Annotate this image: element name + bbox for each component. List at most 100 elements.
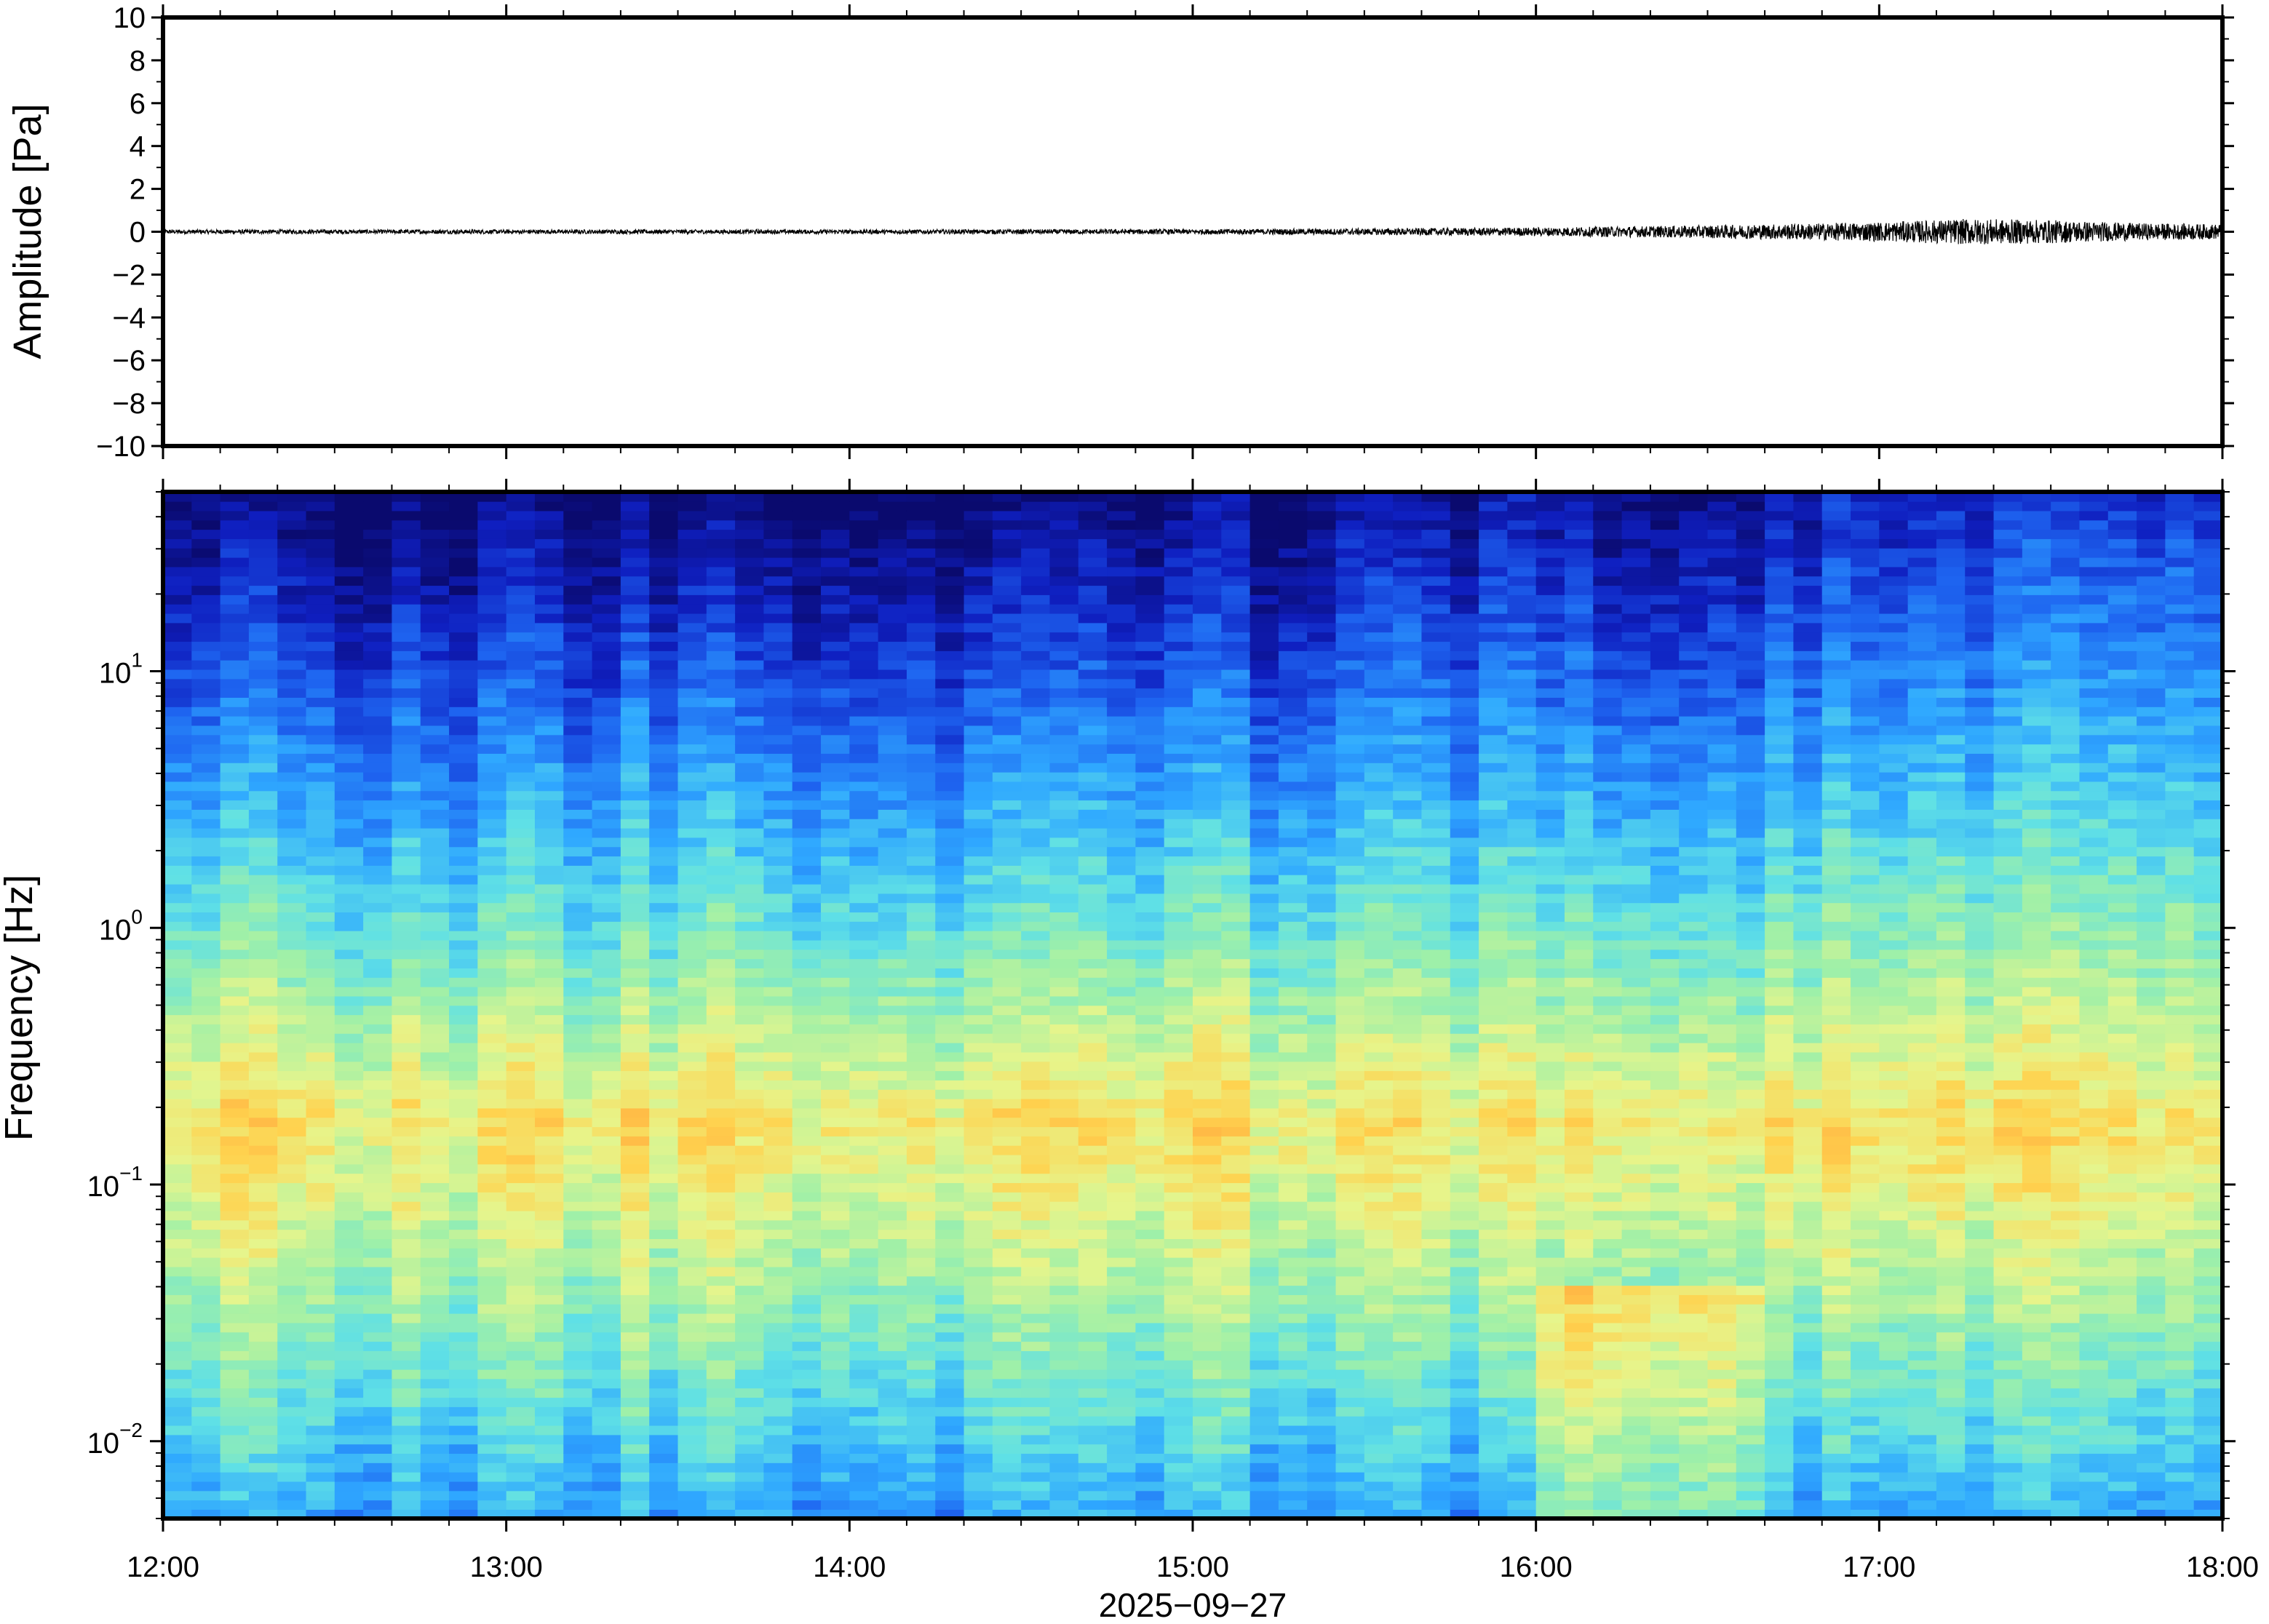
spectrogram-cell [1107, 1359, 1137, 1370]
spectrogram-cell [506, 1182, 536, 1193]
spectrogram-cell [1393, 1453, 1423, 1463]
spectrogram-cell [992, 715, 1022, 726]
spectrogram-cell [1278, 1014, 1308, 1024]
spectrogram-cell [821, 968, 851, 978]
spectrogram-cell [1107, 1490, 1137, 1501]
spectrogram-cell [163, 1434, 193, 1445]
spectrogram-cell [763, 781, 793, 792]
spectrogram-cell [1021, 1051, 1051, 1062]
spectrogram-cell [191, 1154, 221, 1165]
spectrogram-cell [563, 1070, 593, 1080]
spectrogram-cell [1335, 1509, 1365, 1518]
spectrogram-cell [878, 949, 907, 960]
spectrogram-cell [363, 1462, 393, 1473]
spectrogram-cell [1335, 1453, 1365, 1463]
spectrogram-cell [1107, 958, 1137, 968]
spectrogram-cell [1249, 1275, 1279, 1286]
spectrogram-cell [992, 837, 1022, 848]
spectrogram-cell [363, 809, 393, 819]
spectrogram-cell [963, 622, 993, 633]
spectrogram-cell [1278, 1080, 1308, 1090]
spectrogram-cell [849, 781, 879, 792]
spectrogram-cell [334, 1444, 364, 1454]
spectrogram-cell [1249, 659, 1279, 670]
spectrogram-cell [706, 538, 736, 549]
spectrogram-cell [706, 1088, 736, 1099]
spectrogram-cell [649, 1500, 679, 1510]
spectrogram-cell [1335, 706, 1365, 717]
spectrogram-cell [1221, 594, 1251, 605]
spectrogram-cell [363, 688, 393, 698]
spectrogram-cell [906, 492, 937, 502]
spectrogram-cell [1021, 1313, 1051, 1324]
spectrogram-cell [1164, 949, 1193, 960]
spectrogram-cell [306, 939, 335, 950]
spectrogram-cell [449, 1378, 479, 1389]
spectrogram-cell [1135, 715, 1165, 726]
spectrogram-cell [1278, 744, 1308, 754]
spectrogram-cell [706, 744, 736, 754]
spectrogram-cell [620, 1481, 650, 1492]
spectrogram-cell [1249, 902, 1279, 913]
spectrogram-cell [1135, 949, 1165, 960]
spectrogram-cell [191, 1313, 221, 1324]
spectrogram-cell [677, 1014, 707, 1024]
spectrogram-cell [935, 594, 965, 605]
spectrogram-cell [735, 688, 765, 698]
spectrogram-cell [1221, 1070, 1251, 1080]
spectrogram-cell [935, 1005, 965, 1016]
spectrogram-cell [763, 650, 793, 661]
spectrogram-cell [506, 1201, 536, 1211]
spectrogram-cell [1135, 958, 1165, 968]
spectrogram-cell [1278, 1509, 1308, 1518]
spectrogram-cell [334, 1024, 364, 1034]
spectrogram-cell [163, 734, 193, 745]
spectrogram-cell [1021, 1415, 1051, 1426]
spectrogram-cell [792, 1490, 822, 1501]
spectrogram-cell [935, 790, 965, 801]
spectrogram-cell [878, 1032, 907, 1043]
spectrogram-cell [1307, 1154, 1337, 1165]
spectrogram-cell [392, 594, 421, 605]
spectrogram-cell [220, 818, 250, 829]
spectrogram-cell [477, 1210, 507, 1221]
spectrogram-cell [763, 1341, 793, 1351]
spectrogram-cell [963, 1406, 993, 1417]
spectrogram-cell [277, 1453, 307, 1463]
spectrogram-cell [534, 1509, 565, 1518]
spectrogram-cell [248, 585, 279, 595]
spectrogram-cell [620, 715, 650, 726]
spectrogram-cell [992, 1509, 1022, 1518]
spectrogram-cell [649, 921, 679, 931]
spectrogram-cell [420, 622, 450, 633]
spectrogram-cell [1364, 1415, 1394, 1426]
spectrogram-cell [878, 659, 907, 670]
spectrogram-cell [1021, 1444, 1051, 1454]
spectrogram-cell [1393, 1088, 1423, 1099]
spectrogram-cell [1107, 585, 1137, 595]
spectrogram-cell [1307, 912, 1337, 922]
spectrogram-cell [592, 809, 621, 819]
spectrogram-cell [477, 1163, 507, 1174]
spectrogram-cell [878, 1303, 907, 1314]
spectrogram-cell [1249, 1032, 1279, 1043]
spectrogram-cell [306, 1182, 335, 1193]
spectrogram-cell [363, 818, 393, 829]
spectrogram-cell [1364, 995, 1394, 1006]
spectrogram-cell [477, 1098, 507, 1109]
spectrogram-cell [363, 949, 393, 960]
spectrogram-cell [1135, 1070, 1165, 1080]
spectrogram-cell [449, 977, 479, 987]
spectrogram-cell [506, 1378, 536, 1389]
spectrogram-cell [763, 603, 793, 614]
spectrogram-cell [735, 883, 765, 894]
spectrogram-cell [906, 781, 937, 792]
spectrogram-cell [1393, 1509, 1423, 1518]
spectrogram-cell [706, 1098, 736, 1109]
spectrogram-cell [563, 1285, 593, 1295]
spectrogram-cell [992, 594, 1022, 605]
spectrogram-cell [792, 837, 822, 848]
spectrogram-cell [706, 1229, 736, 1239]
spectrogram-cell [1307, 1500, 1337, 1510]
spectrogram-cell [677, 912, 707, 922]
